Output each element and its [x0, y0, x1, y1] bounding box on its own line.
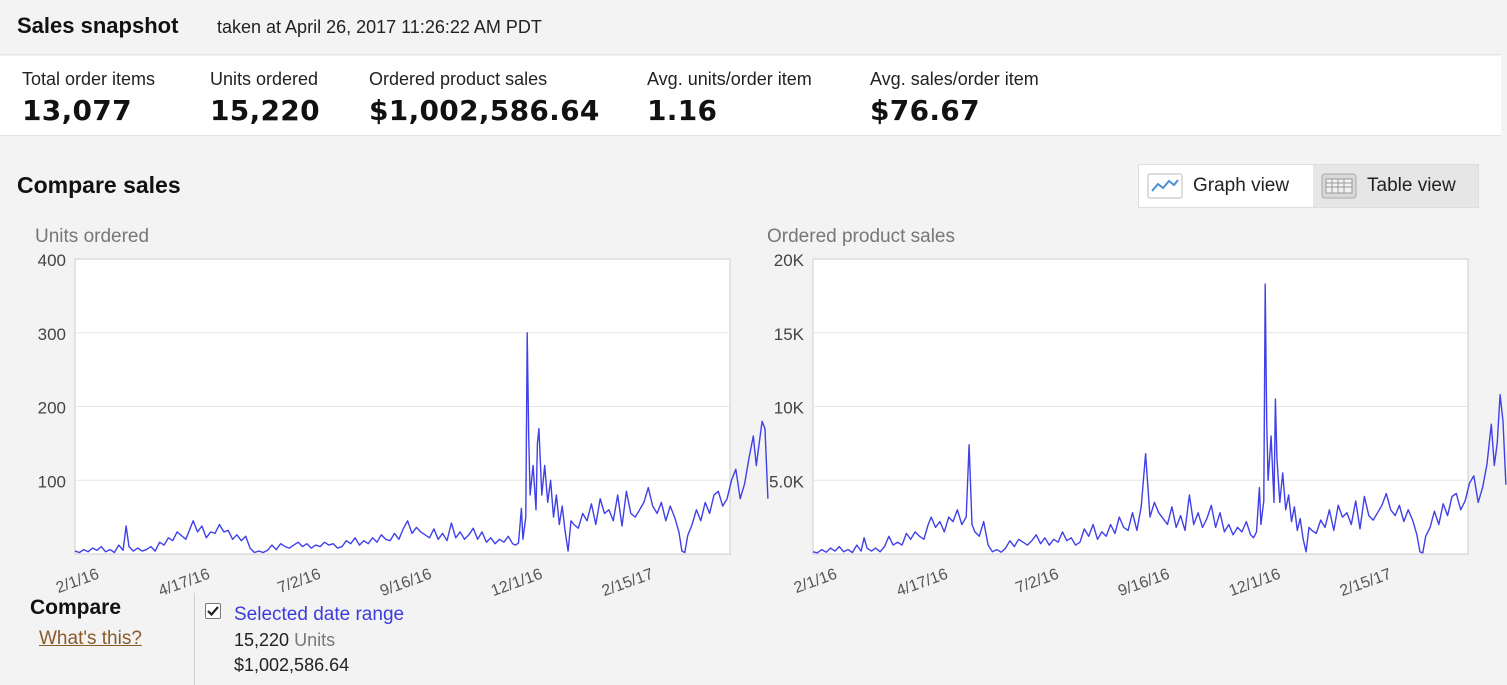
metric-label: Total order items — [22, 69, 156, 89]
legend-sales-value: $1,002,586.64 — [234, 655, 350, 675]
metric-value: $76.67 — [870, 94, 980, 127]
metric-value: 13,077 — [22, 94, 132, 127]
y-tick-label: 20K — [774, 251, 805, 270]
series-line — [812, 283, 1507, 554]
y-tick-label: 400 — [38, 251, 66, 270]
legend-units-label: Units — [294, 630, 336, 650]
y-tick-label: 15K — [774, 325, 805, 344]
metric-label: Ordered product sales — [369, 69, 548, 89]
metric-label: Avg. sales/order item — [870, 69, 1039, 89]
selected-date-range-label: Selected date range — [234, 604, 405, 625]
checkmark-icon — [207, 606, 219, 617]
legend-units: 15,220 Units — [234, 630, 335, 651]
series-line — [74, 332, 769, 554]
table-icon — [1321, 173, 1357, 199]
metric-label: Units ordered — [210, 69, 319, 89]
line-graph-icon — [1147, 173, 1183, 199]
y-tick-label: 100 — [38, 472, 66, 491]
compare-legend: Compare What's this? Selected date range… — [0, 593, 1507, 685]
page-title: Sales snapshot — [17, 13, 179, 38]
y-tick-label: 10K — [774, 399, 805, 418]
metrics-row: Total order items 13,077 Units ordered 1… — [0, 56, 1501, 136]
table-view-label: Table view — [1367, 175, 1456, 196]
y-tick-label: 300 — [38, 325, 66, 344]
selected-date-range-checkbox[interactable] — [205, 603, 221, 619]
y-tick-label: 5.0K — [769, 472, 805, 491]
y-tick-label: 200 — [38, 399, 66, 418]
sales-snapshot-header: Sales snapshot taken at April 26, 2017 1… — [0, 0, 1501, 55]
graph-view-label: Graph view — [1193, 175, 1290, 196]
metric-label: Avg. units/order item — [647, 69, 812, 89]
metric-value: 15,220 — [210, 94, 320, 127]
metric-value: 1.16 — [647, 94, 718, 127]
compare-sales-title: Compare sales — [17, 172, 181, 198]
whats-this-link[interactable]: What's this? — [39, 628, 142, 649]
graph-view-button[interactable]: Graph view — [1139, 165, 1313, 207]
ordered-product-sales-chart-title: Ordered product sales — [767, 226, 955, 247]
snapshot-timestamp: taken at April 26, 2017 11:26:22 AM PDT — [217, 17, 542, 37]
legend-units-value: 15,220 — [234, 630, 290, 650]
legend-divider — [194, 593, 195, 685]
units-ordered-chart-title: Units ordered — [35, 226, 150, 247]
table-view-button[interactable]: Table view — [1313, 165, 1478, 207]
metric-value: $1,002,586.64 — [369, 94, 600, 127]
compare-label: Compare — [30, 596, 122, 619]
view-toggle: Graph view Table view — [1138, 164, 1479, 208]
